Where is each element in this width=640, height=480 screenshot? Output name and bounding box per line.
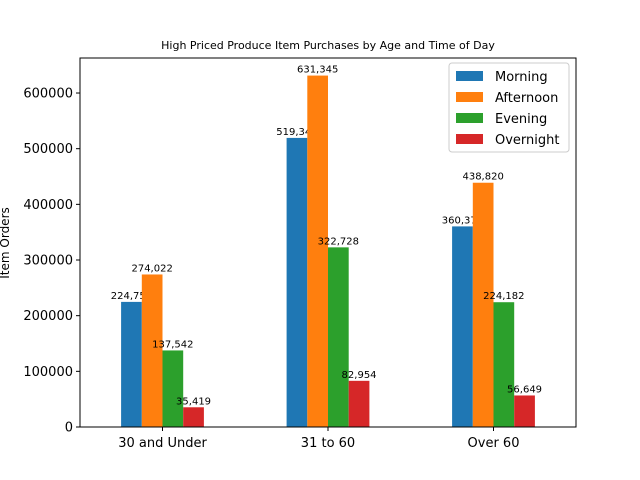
x-tick-label: Over 60 [468, 436, 520, 451]
legend-label: Evening [495, 112, 547, 127]
data-label: 274,022 [131, 263, 172, 274]
bar-overnight-1 [183, 407, 204, 427]
plot-area: 224,754 519,348 360,375 274,022 631,345 438,8… [23, 57, 577, 451]
bar-afternoon-3 [472, 182, 494, 427]
bar-afternoon-1 [141, 274, 163, 427]
y-tick-label: 400000 [23, 198, 73, 213]
legend-label: Overnight [495, 133, 559, 148]
data-label: 438,820 [462, 172, 503, 183]
y-tick-label: 600000 [23, 87, 73, 102]
data-label: 82,954 [342, 370, 377, 381]
y-axis-label: Item Orders [0, 207, 12, 278]
y-tick-label: 200000 [23, 309, 73, 324]
data-label: 35,419 [176, 396, 211, 407]
legend: Morning Afternoon Evening Overnight [448, 62, 570, 153]
data-label: 631,345 [297, 65, 338, 76]
legend-box [448, 62, 570, 153]
x-tick-label: 30 and Under [118, 436, 207, 451]
bar-overnight-2 [348, 380, 370, 427]
bar-overnight-3 [514, 395, 535, 427]
data-label: 224,754 [111, 291, 152, 302]
legend-label: Morning [495, 70, 548, 85]
bar-morning-1 [121, 301, 142, 427]
x-tick-label: 31 to 60 [301, 436, 355, 451]
legend-swatch-evening [456, 113, 483, 123]
data-label: 519,348 [276, 127, 317, 138]
data-label: 224,182 [483, 291, 524, 302]
chart-title: High Priced Produce Item Purchases by Ag… [161, 39, 495, 52]
bar-morning-2 [286, 137, 308, 428]
data-label: 322,728 [318, 236, 359, 247]
data-label: 137,542 [152, 339, 193, 350]
y-tick-label: 300000 [23, 254, 73, 269]
bar-evening-1 [162, 350, 184, 427]
data-label: 360,375 [442, 215, 483, 226]
bar-afternoon-2 [307, 75, 328, 428]
y-tick-label: 100000 [23, 365, 73, 380]
legend-swatch-overnight [456, 134, 483, 144]
y-tick-label: 500000 [23, 142, 73, 157]
bar-morning-3 [452, 226, 473, 427]
y-tick-label: 0 [65, 421, 73, 436]
data-label: 56,649 [507, 384, 542, 395]
legend-swatch-morning [456, 71, 483, 81]
legend-label: Afternoon [495, 91, 558, 106]
legend-swatch-afternoon [456, 92, 483, 102]
bar-evening-3 [493, 302, 515, 427]
bar-evening-2 [328, 247, 349, 427]
